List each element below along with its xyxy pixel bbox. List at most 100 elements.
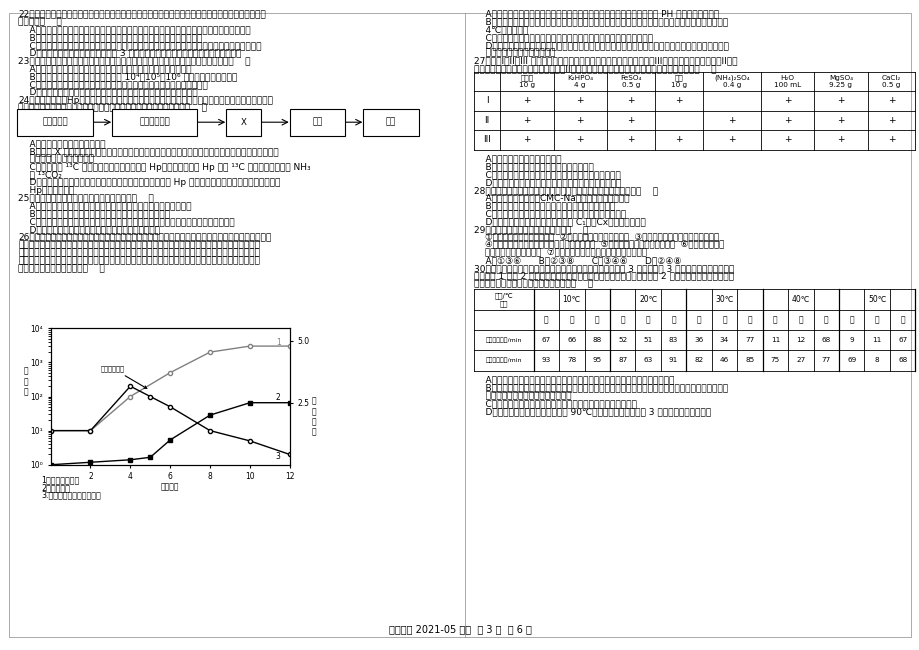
Text: Hp，则菌落变黑: Hp，则菌落变黑	[18, 186, 74, 195]
Text: 正确的是（    ）: 正确的是（ ）	[18, 18, 62, 27]
Text: C．接种土壤微生物稀释液时，可以采取连续划线的方法使微生物均匀分布: C．接种土壤微生物稀释液时，可以采取连续划线的方法使微生物均匀分布	[18, 80, 208, 89]
Text: 液后，进行分离培养，实验基本步骤如下：请选择下列叙述错误的一项（    ）: 液后，进行分离培养，实验基本步骤如下：请选择下列叙述错误的一项（ ）	[18, 103, 207, 112]
Text: 67: 67	[897, 337, 906, 343]
Text: B．甲、乙都是自养微生物，丙是异养微生物: B．甲、乙都是自养微生物，丙是异养微生物	[473, 162, 593, 172]
Text: 50℃: 50℃	[868, 295, 885, 304]
Text: 11: 11	[871, 337, 881, 343]
Text: C．本实验的变量有酶的种类和温度，因变量是清除污渍的时间: C．本实验的变量有酶的种类和温度，因变量是清除污渍的时间	[473, 399, 636, 408]
Text: 68: 68	[821, 337, 830, 343]
Text: III: III	[482, 135, 491, 144]
Text: 20℃: 20℃	[639, 295, 656, 304]
Text: 11: 11	[770, 337, 779, 343]
Text: 清除血渍时间/min: 清除血渍时间/min	[485, 337, 521, 343]
Text: 常生长繁殖，而乙和丙都不能；乙能在II中正常生长繁殖，甲、丙都不能。下列说法正确的是（    ）: 常生长繁殖，而乙和丙都不能；乙能在II中正常生长繁殖，甲、丙都不能。下列说法正确…	[473, 64, 716, 73]
Text: +: +	[523, 116, 530, 125]
Text: 51: 51	[642, 337, 652, 343]
Text: 40℃: 40℃	[791, 295, 809, 304]
Text: 蔗糖
10 g: 蔗糖 10 g	[670, 75, 686, 88]
Text: 2．核酸含量: 2．核酸含量	[41, 483, 70, 492]
Text: 68: 68	[897, 358, 906, 363]
Text: 23．某生物兴趣小组尝试对土壤中分解尿素的细菌进行分离并计数，相关叙述正确的是（    ）: 23．某生物兴趣小组尝试对土壤中分解尿素的细菌进行分离并计数，相关叙述正确的是（…	[18, 57, 251, 66]
Text: 75: 75	[770, 358, 779, 363]
Text: D．纤维素酶至少包括三种组分，即 C₁酶、Cx酶和葡萄糖苷酶: D．纤维素酶至少包括三种组分，即 C₁酶、Cx酶和葡萄糖苷酶	[473, 217, 645, 226]
Text: 24．幽门螺杆菌（Hp）感染是急慢性胃炎和消化性溃疡的主要致病因素，在患者体内采集样本并制成菌: 24．幽门螺杆菌（Hp）感染是急慢性胃炎和消化性溃疡的主要致病因素，在患者体内采…	[18, 96, 273, 105]
Text: 甲: 甲	[848, 315, 853, 324]
Text: 4℃冰箱中保藏: 4℃冰箱中保藏	[473, 25, 528, 34]
Text: 配制培养基: 配制培养基	[42, 118, 68, 127]
Text: 36: 36	[694, 337, 703, 343]
Text: A．牛肉膏蛋白胨培养基营养齐全，因此所有微生物均可在其上生长: A．牛肉膏蛋白胨培养基营养齐全，因此所有微生物均可在其上生长	[18, 202, 192, 211]
Text: D．如果甲、乙和丙组均在水温为 90℃时洗涤同一种污渍，这 3 组洗涤效果无明显差异: D．如果甲、乙和丙组均在水温为 90℃时洗涤同一种污渍，这 3 组洗涤效果无明显…	[473, 407, 710, 416]
Text: D．用活菌计数法统计结果，活菌的实际数目往往比统计出的菌落数低: D．用活菌计数法统计结果，活菌的实际数目往往比统计出的菌落数低	[18, 88, 198, 97]
Text: 粉中加入 1 种或 2 种酶，丙组不加酶，在不同温度下清洗同种化纤布上的 2 种污渍，其他实验条件均相: 粉中加入 1 种或 2 种酶，丙组不加酶，在不同温度下清洗同种化纤布上的 2 种…	[473, 272, 733, 281]
Text: 69: 69	[846, 358, 856, 363]
Text: 员从新鲜牛奶中获得多株产乳链菌肽的菌株，筛选并纯化菌株。为了解乳链菌肽的作用方式是抑制细菌: 员从新鲜牛奶中获得多株产乳链菌肽的菌株，筛选并纯化菌株。为了解乳链菌肽的作用方式…	[18, 240, 260, 250]
Text: 清除油渍时间/min: 清除油渍时间/min	[485, 358, 521, 363]
Text: 67: 67	[541, 337, 550, 343]
Text: +: +	[836, 116, 844, 125]
Text: 83: 83	[668, 337, 677, 343]
Text: CaCl₂
0.5 g: CaCl₂ 0.5 g	[881, 75, 900, 88]
Text: +: +	[887, 116, 894, 125]
Text: 乙: 乙	[721, 315, 726, 324]
Text: I: I	[485, 96, 488, 105]
Text: 丙: 丙	[671, 315, 675, 324]
FancyBboxPatch shape	[17, 109, 93, 136]
Text: C．甲是固氮微生物，乙是自养微生物，丙是异养微生物: C．甲是固氮微生物，乙是自养微生物，丙是异养微生物	[473, 170, 620, 179]
Text: 1: 1	[276, 338, 280, 347]
Text: +: +	[887, 96, 894, 105]
Text: 28．有关从土壤中分离能降解纤维素的微生物的实验叙述错误的是（    ）: 28．有关从土壤中分离能降解纤维素的微生物的实验叙述错误的是（ ）	[473, 186, 657, 195]
FancyBboxPatch shape	[289, 109, 345, 136]
Text: ①具有分泌功能的细胞产生的  ②凡是活细胞都能产生果胶酶  ③果胶酶能将果胶分解成半乳糖醛酸: ①具有分泌功能的细胞产生的 ②凡是活细胞都能产生果胶酶 ③果胶酶能将果胶分解成半…	[473, 233, 718, 242]
Text: 乙: 乙	[798, 315, 802, 324]
Text: 63: 63	[642, 358, 652, 363]
Text: 灭菌、倒平板: 灭菌、倒平板	[139, 118, 170, 127]
Text: 85: 85	[744, 358, 754, 363]
Text: 丙: 丙	[823, 315, 828, 324]
Text: FeSO₄
0.5 g: FeSO₄ 0.5 g	[619, 75, 641, 88]
Text: B．自养微生物均能在缺少氮源或有机碳源的培养基上生长: B．自养微生物均能在缺少氮源或有机碳源的培养基上生长	[18, 209, 170, 218]
Text: +: +	[836, 135, 844, 144]
Text: ④植物、霉菌、酵母菌和细菌均可能产生果胶酶  ⑤果胶酶特指分解果胶的一种酶  ⑥纤维素酶和果胶: ④植物、霉菌、酵母菌和细菌均可能产生果胶酶 ⑤果胶酶特指分解果胶的一种酶 ⑥纤维…	[473, 240, 723, 250]
Text: 甲: 甲	[619, 315, 624, 324]
Text: 乙: 乙	[874, 315, 879, 324]
Text: 27．下表I、II、III 是用来培养微生物的三种培养基，甲、乙、丙都能在III中正常生长繁殖；甲能在II中正: 27．下表I、II、III 是用来培养微生物的三种培养基，甲、乙、丙都能在III…	[473, 57, 736, 66]
Text: 78: 78	[566, 358, 576, 363]
Text: 77: 77	[744, 337, 754, 343]
Text: A．培养革兰氏阳性菌时，培养基除了要包含主要营养物质外，还需要将 PH 调至中性或微碱性: A．培养革兰氏阳性菌时，培养基除了要包含主要营养物质外，还需要将 PH 调至中性…	[473, 10, 718, 19]
Text: 水温/℃
组别: 水温/℃ 组别	[494, 292, 513, 307]
Text: D．某微生物经纯化培养后获得的单菌落属于种群层次: D．某微生物经纯化培养后获得的单菌落属于种群层次	[18, 225, 160, 234]
Text: +: +	[727, 135, 735, 144]
Text: 77: 77	[821, 358, 830, 363]
Text: 26．乳链菌肽对许多革兰氏阳性菌（细菌），尤其是对引起食品腐败的细菌具有强烈的抑制作用，研究人: 26．乳链菌肽对许多革兰氏阳性菌（细菌），尤其是对引起食品腐败的细菌具有强烈的抑…	[18, 233, 271, 242]
Text: +: +	[727, 116, 735, 125]
Text: C．刚果红可在倒平板时加入，加入前需要将刚果红液灭菌: C．刚果红可在倒平板时加入，加入前需要将刚果红液灭菌	[473, 209, 625, 218]
Text: 3.加入乳链菌肽后的活菌数: 3.加入乳链菌肽后的活菌数	[41, 490, 101, 499]
Text: +: +	[576, 96, 584, 105]
Text: 酶可用于去除植物细胞壁  ⑦组成果胶酶的基本单位是氨基酸或核苷酸: 酶可用于去除植物细胞壁 ⑦组成果胶酶的基本单位是氨基酸或核苷酸	[473, 248, 646, 257]
Text: 和 ¹³CO₂: 和 ¹³CO₂	[18, 170, 62, 179]
Text: II: II	[484, 116, 489, 125]
Text: +: +	[576, 116, 584, 125]
Text: B．测定土壤中细菌的数目，一般选用 10⁴、10⁵、10⁶ 倍稀释液进行平板培养: B．测定土壤中细菌的数目，一般选用 10⁴、10⁵、10⁶ 倍稀释液进行平板培养	[18, 72, 237, 81]
Text: 同，下表为实验记录，下列说法错误的是（    ）: 同，下表为实验记录，下列说法错误的是（ ）	[473, 280, 592, 289]
Text: +: +	[523, 96, 530, 105]
Text: B．步骤 X 表示接种，在无菌条件下操作时，先将菌液稀释，然后将菌液涂布到培养基平面上，菌液稀: B．步骤 X 表示接种，在无菌条件下操作时，先将菌液稀释，然后将菌液涂布到培养基…	[18, 147, 278, 156]
Text: A．羧甲基纤维素钠（CMC-Na）主要为细菌提供氮源: A．羧甲基纤维素钠（CMC-Na）主要为细菌提供氮源	[473, 194, 629, 203]
Text: +: +	[675, 135, 682, 144]
FancyBboxPatch shape	[112, 109, 197, 136]
Text: 图所示，下列叙述错误的是（    ）: 图所示，下列叙述错误的是（ ）	[18, 264, 105, 273]
Text: A．①③⑥      B．②③⑧      C．③④⑥      D．②④⑧: A．①③⑥ B．②③⑧ C．③④⑥ D．②④⑧	[473, 256, 681, 265]
Text: +: +	[627, 116, 634, 125]
Text: 高二生物 2021-05 阶考  第 3 页  共 6 页: 高二生物 2021-05 阶考 第 3 页 共 6 页	[388, 624, 531, 634]
Text: 25．下列有关微生物培养与应用叙述正确的是（    ）: 25．下列有关微生物培养与应用叙述正确的是（ ）	[18, 194, 154, 203]
Text: +: +	[627, 96, 634, 105]
Text: B．用于分离尿素分解菌的培养基中应提供与培养细菌等细菌相同的碳源: B．用于分离尿素分解菌的培养基中应提供与培养细菌等细菌相同的碳源	[18, 33, 202, 42]
Text: A．据题意，提高洗衣粉去污能力的方法有适当提高温度、增加酶的种类和用量: A．据题意，提高洗衣粉去污能力的方法有适当提高温度、增加酶的种类和用量	[473, 376, 674, 385]
Text: 液中，随着发酵时间的延长，检测革兰氏阳性菌的活菌数、除去菌体的上清液中核酸含量，实验结果如: 液中，随着发酵时间的延长，检测革兰氏阳性菌的活菌数、除去菌体的上清液中核酸含量，…	[18, 256, 260, 265]
Text: 2: 2	[276, 393, 280, 402]
Text: 加入乳链菌肽: 加入乳链菌肽	[100, 365, 147, 389]
Text: 88: 88	[592, 337, 601, 343]
Text: (NH₄)₂SO₄
0.4 g: (NH₄)₂SO₄ 0.4 g	[713, 75, 749, 88]
Text: 观察: 观察	[385, 118, 396, 127]
